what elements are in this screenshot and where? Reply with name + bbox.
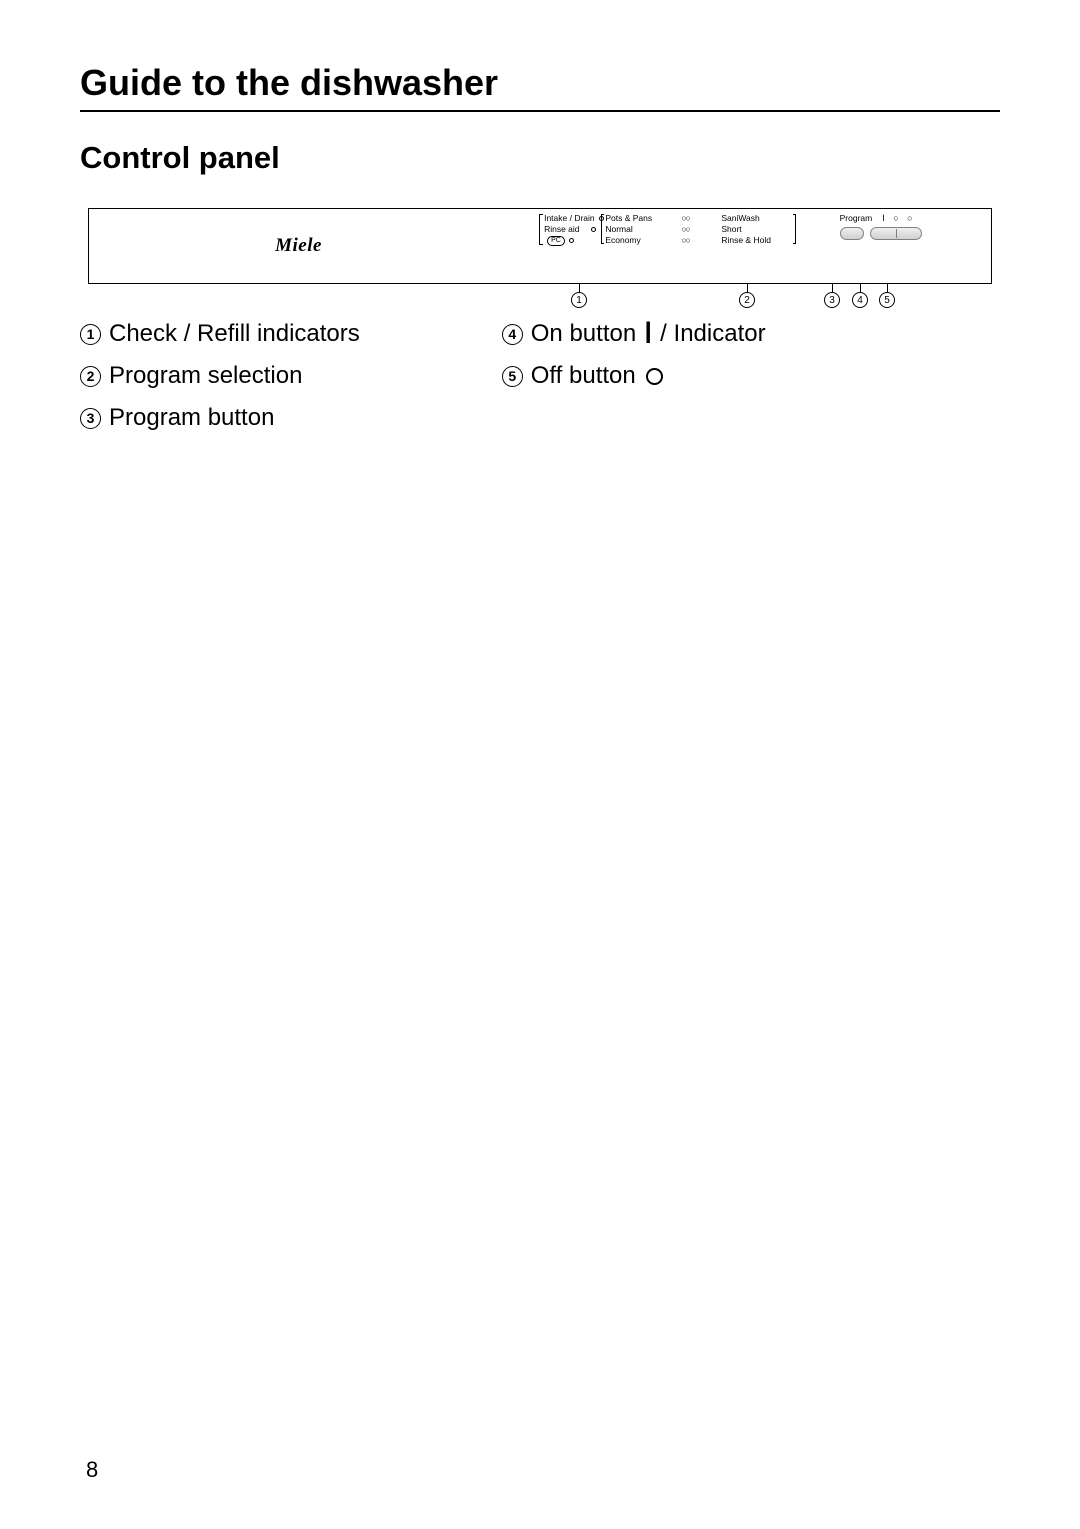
on-off-symbols-icon: I ○ ○ bbox=[882, 213, 915, 223]
program-normal: Normal bbox=[605, 224, 673, 235]
legend-text-3: Program button bbox=[109, 404, 274, 432]
page-header-title: Guide to the dishwasher bbox=[80, 62, 1000, 104]
on-off-button-shape bbox=[870, 227, 922, 240]
programs-bracket-right bbox=[793, 214, 796, 244]
callout-5: 5 bbox=[879, 283, 895, 308]
indicator-intake-drain: Intake / Drain bbox=[544, 213, 595, 223]
callout-2: 2 bbox=[739, 283, 755, 308]
legend-text-5: Off button bbox=[531, 362, 664, 390]
brand-logo-text: Miele bbox=[275, 235, 322, 257]
control-panel-diagram: Miele Intake / Drain Rinse aid PC Pots &… bbox=[88, 208, 992, 284]
brand-area: Miele Intake / Drain Rinse aid PC bbox=[89, 209, 508, 283]
callout-number-3: 3 bbox=[824, 292, 840, 308]
legend-item-5: 5 Off button bbox=[502, 362, 766, 390]
on-bar-icon: I bbox=[645, 316, 652, 352]
programs-bracket-left bbox=[601, 214, 604, 244]
program-economy: Economy bbox=[605, 235, 673, 246]
page-number: 8 bbox=[86, 1457, 98, 1483]
led-pair-icon: ○○ bbox=[681, 235, 713, 246]
led-icon bbox=[591, 227, 596, 232]
legend-item-1: 1 Check / Refill indicators bbox=[80, 320, 360, 348]
program-short: Short bbox=[721, 224, 741, 235]
legend-number-3: 3 bbox=[80, 408, 101, 429]
program-saniwash: SaniWash bbox=[721, 213, 759, 224]
legend-text-1: Check / Refill indicators bbox=[109, 320, 360, 348]
legend-text-2: Program selection bbox=[109, 362, 302, 390]
program-selection-area: Pots & Pans ○○ SaniWash Normal ○○ Short … bbox=[605, 209, 839, 283]
check-refill-indicators: Intake / Drain Rinse aid PC bbox=[544, 213, 604, 246]
callout-number-4: 4 bbox=[852, 292, 868, 308]
led-pair-icon: ○○ bbox=[681, 224, 713, 235]
legend-item-3: 3 Program button bbox=[80, 404, 360, 432]
legend-number-5: 5 bbox=[502, 366, 523, 387]
header-separator bbox=[80, 110, 1000, 112]
legend-container: 1 Check / Refill indicators 2 Program se… bbox=[80, 320, 1000, 432]
legend-item-4: 4 On button I / Indicator bbox=[502, 320, 766, 348]
callout-1: 1 bbox=[571, 283, 587, 308]
callout-4: 4 bbox=[852, 283, 868, 308]
legend-text-4: On button I / Indicator bbox=[531, 320, 766, 348]
legend-number-2: 2 bbox=[80, 366, 101, 387]
callout-container: 1 2 3 4 5 bbox=[89, 283, 991, 301]
callout-3: 3 bbox=[824, 283, 840, 308]
program-button-shape bbox=[840, 227, 864, 240]
callout-number-5: 5 bbox=[879, 292, 895, 308]
program-button-label: Program bbox=[840, 213, 873, 223]
legend-column-right: 4 On button I / Indicator 5 Off button bbox=[502, 320, 766, 432]
legend-item-2: 2 Program selection bbox=[80, 362, 360, 390]
legend-column-left: 1 Check / Refill indicators 2 Program se… bbox=[80, 320, 360, 432]
legend-number-1: 1 bbox=[80, 324, 101, 345]
section-title: Control panel bbox=[80, 140, 1000, 176]
off-circle-icon bbox=[646, 368, 663, 385]
callout-number-1: 1 bbox=[571, 292, 587, 308]
indicator-rinse-aid: Rinse aid bbox=[544, 224, 579, 234]
led-icon bbox=[569, 238, 574, 243]
program-rinse-hold: Rinse & Hold bbox=[721, 235, 771, 246]
callout-number-2: 2 bbox=[739, 292, 755, 308]
legend-number-4: 4 bbox=[502, 324, 523, 345]
led-pair-icon: ○○ bbox=[681, 213, 713, 224]
program-button-area: Program I ○ ○ bbox=[840, 209, 991, 283]
indicators-bracket bbox=[539, 214, 543, 245]
program-pots-pans: Pots & Pans bbox=[605, 213, 673, 224]
pc-badge-icon: PC bbox=[547, 236, 565, 246]
